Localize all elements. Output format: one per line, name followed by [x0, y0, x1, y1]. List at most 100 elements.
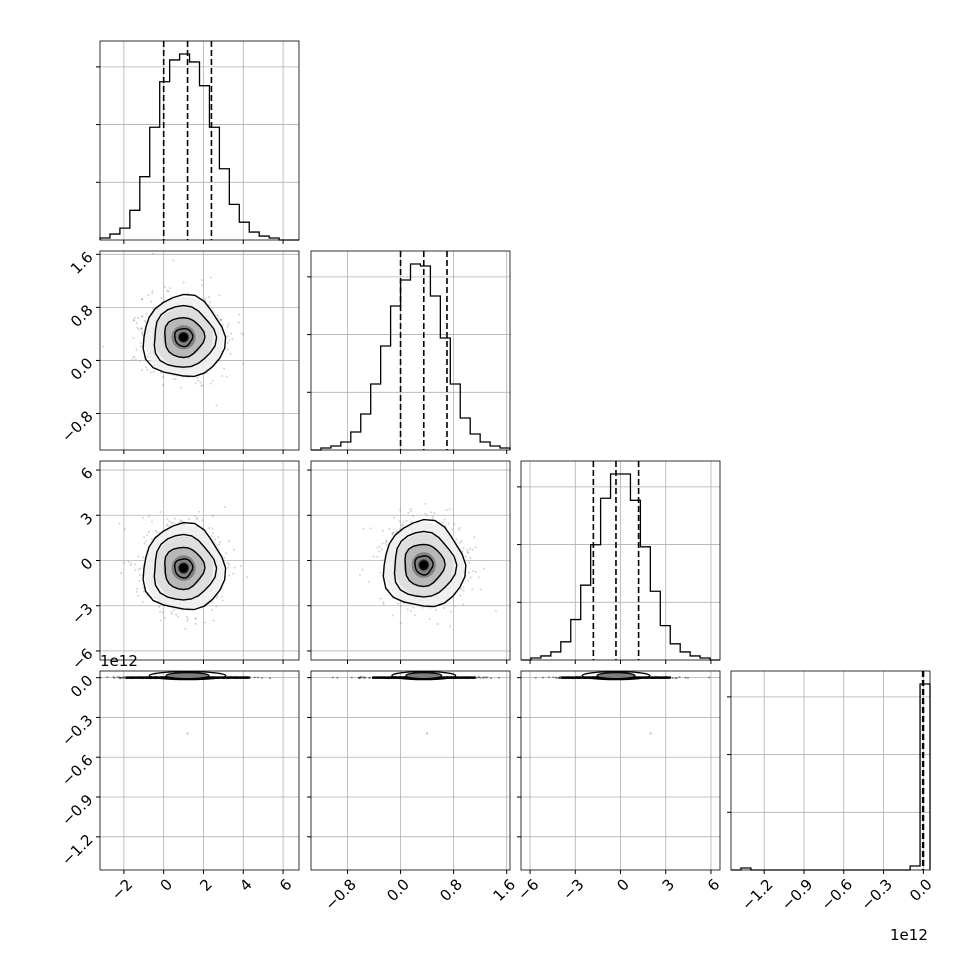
- scatter-point: [132, 337, 135, 340]
- scatter-point: [210, 608, 213, 611]
- scatter-point: [143, 535, 146, 538]
- scatter-point: [137, 594, 140, 597]
- scatter-panel-2-3: [307, 460, 511, 664]
- scatter-point: [133, 319, 136, 322]
- scatter-point: [172, 259, 175, 262]
- scatter-point: [469, 547, 472, 550]
- scatter-point: [167, 290, 170, 293]
- scatter-point: [195, 518, 198, 521]
- scatter-point: [226, 341, 229, 344]
- scatter-point: [136, 322, 139, 325]
- scatter-point: [175, 613, 178, 616]
- scatter-point: [130, 562, 133, 565]
- scatter-point: [228, 563, 231, 566]
- scatter-point: [449, 625, 452, 628]
- scatter-point: [118, 522, 121, 525]
- scatter-point: [376, 546, 379, 549]
- panel-frame: [310, 250, 511, 451]
- scatter-point: [212, 531, 215, 534]
- scatter-point: [231, 338, 234, 341]
- scatter-point: [188, 518, 191, 521]
- scatter-point: [221, 599, 224, 602]
- scatter-point: [464, 555, 467, 558]
- scatter-point: [269, 677, 272, 680]
- scatter-point: [223, 506, 226, 509]
- scatter-point: [225, 552, 228, 555]
- scatter-point: [424, 502, 427, 505]
- contour-line: [153, 533, 218, 601]
- scatter-point: [461, 550, 464, 553]
- scatter-point: [92, 676, 94, 678]
- scatter-point: [477, 676, 480, 679]
- scatter-panel-1-4: [92, 670, 300, 874]
- scatter-point: [217, 536, 220, 539]
- scatter-point: [161, 384, 164, 387]
- scatter-point: [459, 588, 462, 591]
- scatter-point: [183, 523, 186, 526]
- histogram-step-line: [99, 53, 299, 241]
- scatter-point: [174, 378, 177, 381]
- scatter-point: [194, 622, 197, 625]
- scatter-point: [369, 527, 372, 530]
- scatter-point: [445, 509, 448, 512]
- scatter-point: [336, 676, 339, 679]
- outlier-point: [186, 732, 189, 735]
- scatter-point: [678, 676, 681, 679]
- y-tick-label: −0.6: [58, 751, 96, 789]
- scatter-point: [401, 524, 404, 527]
- scatter-point: [412, 606, 415, 609]
- scatter-point: [399, 508, 402, 511]
- scatter-point: [395, 530, 398, 533]
- contour-line: [164, 316, 206, 359]
- scatter-point: [211, 515, 214, 518]
- scatter-point: [133, 316, 136, 319]
- scatter-point: [443, 607, 446, 610]
- scatter-point: [232, 572, 235, 575]
- scatter-point: [172, 521, 175, 524]
- scatter-point: [364, 676, 367, 679]
- scatter-point: [161, 376, 164, 379]
- scatter-point: [466, 549, 469, 552]
- scatter-point: [221, 323, 224, 326]
- contour-line: [581, 671, 651, 681]
- scatter-point: [447, 522, 450, 525]
- scatter-point: [441, 521, 444, 524]
- histogram-panel-3: [517, 460, 721, 664]
- scatter-point: [240, 332, 243, 335]
- scatter-point: [134, 563, 137, 566]
- scatter-point: [221, 595, 224, 598]
- scatter-point: [137, 317, 140, 320]
- scatter-point: [153, 364, 156, 367]
- scatter-point: [384, 542, 387, 545]
- scatter-point: [221, 374, 224, 377]
- scatter-point: [475, 676, 478, 679]
- scatter-point: [141, 601, 144, 604]
- scatter-point: [444, 524, 447, 527]
- scatter-point: [494, 610, 497, 613]
- scatter-point: [357, 676, 360, 679]
- scatter-point: [159, 610, 162, 613]
- scatter-point: [177, 615, 180, 618]
- panel-background: [100, 671, 299, 870]
- scatter-point: [134, 358, 137, 361]
- scatter-point: [150, 538, 153, 541]
- scatter-point: [431, 515, 434, 518]
- panel-frame: [730, 670, 931, 871]
- y-tick-label: 0: [77, 554, 96, 573]
- scatter-point: [139, 345, 142, 348]
- scatter-point: [141, 331, 144, 334]
- scatter-point: [238, 313, 241, 316]
- scatter-point: [200, 384, 203, 387]
- scatter-point: [534, 676, 537, 679]
- scatter-point: [433, 512, 436, 515]
- scatter-point: [201, 384, 204, 387]
- panel-content: [331, 671, 501, 735]
- scatter-point: [392, 531, 395, 534]
- y-tick-label: −1.2: [58, 831, 96, 869]
- scatter-point: [186, 620, 189, 623]
- scatter-point: [164, 617, 167, 620]
- outlier-point: [425, 732, 429, 735]
- y-tick-label: 1.6: [67, 248, 97, 278]
- panel-background: [311, 251, 510, 450]
- scatter-point: [141, 315, 144, 318]
